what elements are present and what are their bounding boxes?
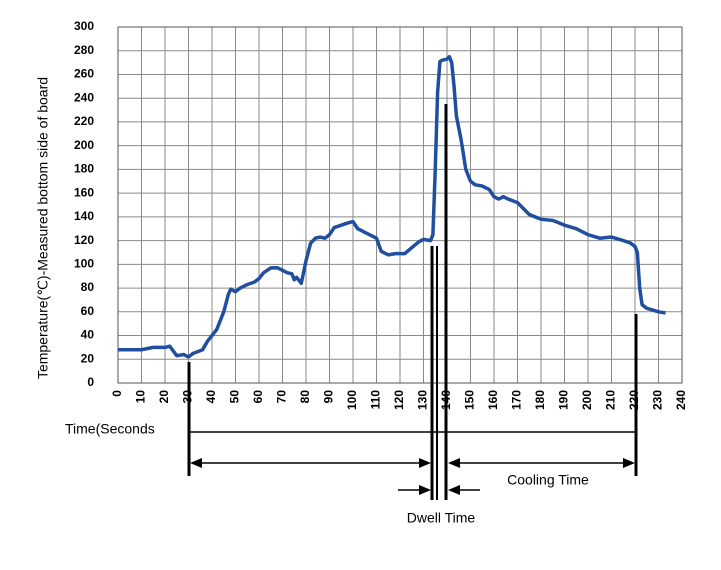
x-tick-label: 190 bbox=[557, 390, 571, 410]
plot-border bbox=[117, 26, 683, 384]
y-tick-label: 300 bbox=[74, 19, 94, 33]
y-tick-label: 40 bbox=[81, 328, 95, 342]
x-tick-label: 110 bbox=[369, 390, 383, 410]
y-tick-label: 120 bbox=[74, 233, 94, 247]
x-tick-label: 150 bbox=[463, 390, 477, 410]
y-tick-label: 80 bbox=[81, 280, 95, 294]
x-tick-label: 50 bbox=[228, 390, 242, 404]
x-tick-label: 160 bbox=[486, 390, 500, 410]
y-tick-label: 280 bbox=[74, 43, 94, 57]
annotation-lines bbox=[187, 104, 638, 500]
x-tick-label: 20 bbox=[157, 390, 171, 404]
arrow-head bbox=[419, 485, 431, 495]
x-tick-label: 70 bbox=[275, 390, 289, 404]
x-tick-label: 130 bbox=[416, 390, 430, 410]
y-tick-label: 200 bbox=[74, 138, 94, 152]
y-tick-label: 260 bbox=[74, 67, 94, 81]
plot-area: 0204060801001201401601802002202402602803… bbox=[74, 19, 688, 410]
x-tick-label: 60 bbox=[251, 390, 265, 404]
x-tick-label: 100 bbox=[345, 390, 359, 410]
y-tick-label: 160 bbox=[74, 185, 94, 199]
y-tick-label: 240 bbox=[74, 90, 94, 104]
x-tick-label: 230 bbox=[651, 390, 665, 410]
arrow-head bbox=[623, 458, 635, 468]
y-tick-label: 0 bbox=[87, 375, 94, 389]
x-tick-label: 80 bbox=[298, 390, 312, 404]
x-tick-label: 220 bbox=[627, 390, 641, 410]
x-tick-label: 210 bbox=[604, 390, 618, 410]
y-tick-label: 140 bbox=[74, 209, 94, 223]
x-tick-label: 40 bbox=[204, 390, 218, 404]
y-tick-label: 180 bbox=[74, 162, 94, 176]
y-tick-label: 220 bbox=[74, 114, 94, 128]
arrow-head bbox=[448, 458, 460, 468]
arrow-head bbox=[419, 458, 431, 468]
x-tick-label: 170 bbox=[510, 390, 524, 410]
annotation: Dwell Time bbox=[407, 510, 476, 526]
x-tick-label: 120 bbox=[392, 390, 406, 410]
arrow-head bbox=[448, 485, 460, 495]
arrow-head bbox=[190, 458, 202, 468]
annotation: Cooling Time bbox=[507, 472, 589, 488]
y-tick-label: 100 bbox=[74, 257, 94, 271]
x-tick-label: 240 bbox=[674, 390, 688, 410]
x-tick-label: 180 bbox=[533, 390, 547, 410]
x-tick-label: 90 bbox=[322, 390, 336, 404]
data-line bbox=[118, 54, 666, 359]
x-tick-label: 200 bbox=[580, 390, 594, 410]
y-tick-label: 60 bbox=[81, 304, 95, 318]
x-tick-label: 10 bbox=[134, 390, 148, 404]
x-tick-label: 0 bbox=[110, 390, 124, 397]
x-axis-label: Time(Seconds bbox=[65, 421, 155, 437]
y-tick-label: 20 bbox=[81, 351, 95, 365]
y-axis-label: Temperature(℃)-Measured bottom side of b… bbox=[35, 77, 51, 379]
